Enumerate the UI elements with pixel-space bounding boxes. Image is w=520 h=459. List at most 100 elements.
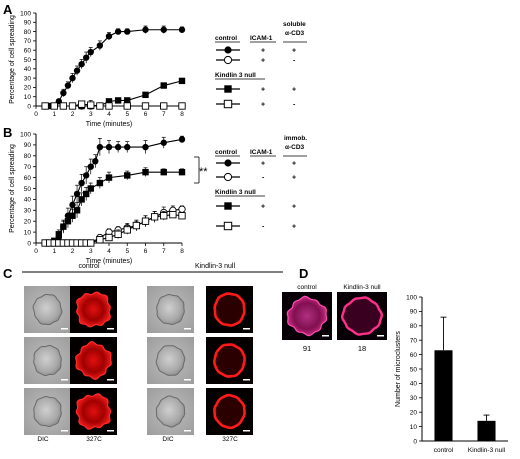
scale-bar <box>107 430 114 432</box>
data-point <box>73 190 81 198</box>
data-point <box>169 211 177 219</box>
cell-stain <box>75 340 112 381</box>
y-tick-label: 0 <box>27 103 31 110</box>
y-tick-label: 90 <box>410 309 418 316</box>
legend-a-header-cd3-1: soluble <box>283 21 306 28</box>
legend-b-filled-circle-icon <box>224 159 232 167</box>
y-tick-label: 80 <box>24 29 32 36</box>
legend-b-open-square-icon <box>223 221 233 231</box>
data-point <box>160 26 167 33</box>
y-tick-label: 0 <box>413 438 417 445</box>
legend-a-row2-cd3: - <box>293 58 296 65</box>
data-point <box>92 158 99 165</box>
scale-bar <box>184 328 191 330</box>
x-tick-label: 3 <box>89 248 93 255</box>
scale-bar <box>243 430 250 432</box>
scale-bar <box>61 328 68 330</box>
panel-letter-a: A <box>3 2 13 17</box>
y-tick-label: 50 <box>410 366 418 373</box>
y-tick-label: 90 <box>24 20 32 27</box>
data-point <box>105 174 113 181</box>
scale-bar <box>184 430 191 432</box>
x-axis-label: Time (minutes) <box>86 258 132 265</box>
y-tick-label: 40 <box>24 66 32 73</box>
data-point <box>105 33 113 40</box>
legend-a-row4-cd3: - <box>293 102 296 109</box>
y-tick-label: 40 <box>410 381 418 388</box>
cell-stain <box>340 296 384 336</box>
data-point <box>41 102 49 110</box>
bar <box>477 420 496 441</box>
x-tick-label: 1 <box>52 111 56 118</box>
cell-stain <box>286 295 328 337</box>
chart-a: 0 10 20 30 40 50 60 70 80 90 100 0 1 2 3 4 5 6 7 8 Time (min… <box>9 10 186 128</box>
data-point <box>73 207 81 214</box>
data-point <box>60 89 67 97</box>
legend-a-filled-square-icon <box>224 85 232 93</box>
legend-b: control ICAM-1 immob. α-CD3 + + - + Kind… <box>194 135 307 231</box>
y-tick-label: 30 <box>24 75 32 82</box>
x-tick-label: 5 <box>125 111 129 118</box>
legend-b-header-cd3-2: α-CD3 <box>285 144 305 151</box>
y-tick-label: 20 <box>24 85 32 92</box>
panel-d-count-kindlin: 18 <box>358 344 366 353</box>
data-point <box>160 168 167 176</box>
data-point <box>114 97 122 104</box>
y-tick-label: 20 <box>410 410 418 417</box>
data-point <box>96 179 104 187</box>
y-tick-label: 60 <box>410 352 418 359</box>
data-point <box>124 97 131 104</box>
x-tick-label: 8 <box>180 248 184 255</box>
data-point <box>96 143 104 151</box>
panel-c-group-control-label: control <box>78 263 99 270</box>
data-point <box>87 163 94 170</box>
panel-d-image-kindlin-label: Kindlin-3 null <box>343 284 381 291</box>
data-point <box>124 172 131 179</box>
x-tick-label: 1 <box>52 248 56 255</box>
x-tick-label: 0 <box>34 111 38 118</box>
data-point <box>178 205 186 213</box>
data-point <box>178 212 186 220</box>
x-tick-label: 4 <box>107 248 111 255</box>
data-point <box>82 172 90 179</box>
data-point <box>178 102 186 110</box>
legend-a-row1-icam: + <box>261 48 265 55</box>
y-tick-label: 30 <box>410 395 418 402</box>
y-tick-label: 10 <box>24 229 32 236</box>
cell-stain <box>76 291 111 328</box>
panel-c-col-327c-control: 327C <box>86 436 102 443</box>
data-point <box>82 54 90 61</box>
legend-a-header-cd3-2: α-CD3 <box>285 30 305 37</box>
legend-a-header-icam: ICAM-1 <box>250 35 273 42</box>
data-point <box>114 28 122 35</box>
panel-c-col-dic-kindlin: DIC <box>162 436 174 443</box>
data-point <box>78 179 85 187</box>
data-point <box>69 201 76 209</box>
data-point <box>178 77 186 85</box>
data-point <box>77 100 86 108</box>
scale-bar <box>61 430 68 432</box>
legend-b-header-icam: ICAM-1 <box>250 149 273 156</box>
panel-d-micrographs <box>282 292 387 340</box>
scale-bar <box>107 328 114 330</box>
data-point <box>160 82 167 89</box>
data-point <box>141 102 150 110</box>
cell-ring <box>213 393 246 430</box>
chart-b: 0 10 20 30 40 50 60 70 80 90 100 0 1 2 3 4 5 6 7 8 Time (min… <box>9 131 186 265</box>
panel-c-col-dic-control: DIC <box>37 436 49 443</box>
data-point <box>87 101 95 109</box>
legend-b-group2-label: Kindlin 3 null <box>215 189 256 196</box>
data-point <box>96 236 104 244</box>
scale-bar <box>377 335 384 337</box>
data-point <box>96 42 104 49</box>
x-tick-label: 7 <box>162 111 166 118</box>
legend-a-row4-icam: + <box>261 102 265 109</box>
data-point <box>105 143 113 151</box>
scale-bar <box>243 328 250 330</box>
data-point <box>124 28 131 35</box>
data-point <box>69 74 76 82</box>
x-tick-label: 0 <box>34 248 38 255</box>
data-point <box>114 143 122 151</box>
data-point <box>60 223 67 230</box>
legend-a-group2-label: Kindlin 3 null <box>215 72 256 79</box>
